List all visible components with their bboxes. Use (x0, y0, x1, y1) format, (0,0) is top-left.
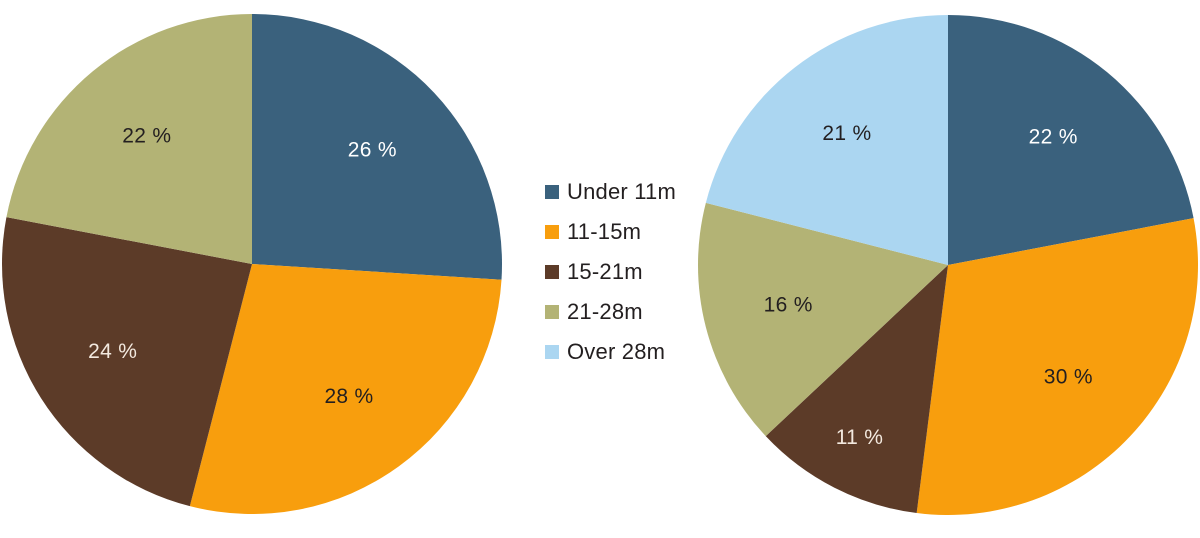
pie-slice-15-21m (765, 265, 948, 514)
legend-item-21-28m: 21-28m (545, 292, 676, 332)
pie-slice-11-15m (189, 264, 502, 515)
pie-slice-label-under-11m: 22 % (1029, 125, 1078, 148)
chart-legend: Under 11m 11-15m 15-21m 21-28m Over 28m (545, 172, 676, 372)
legend-item-label: 15-21m (567, 259, 643, 284)
pie-slice-21-28m (697, 202, 948, 437)
legend-swatch-21-28m (545, 305, 559, 319)
pie-slice-label-21-28m: 22 % (122, 124, 171, 147)
pie-slice-15-21m (2, 217, 252, 507)
pie-slice-under-11m (252, 14, 503, 280)
legend-item-15-21m: 15-21m (545, 252, 676, 292)
pie-slice-label-under-11m: 26 % (348, 139, 397, 162)
pie-slice-label-15-21m: 11 % (836, 426, 884, 449)
legend-item-label: Over 28m (567, 339, 666, 364)
legend-item-11-15m: 11-15m (545, 212, 676, 252)
legend-item-over-28m: Over 28m (545, 332, 676, 372)
pie-slice-label-over-28m: 21 % (822, 122, 871, 145)
legend-swatch-under-11m (545, 185, 559, 199)
legend-swatch-over-28m (545, 345, 559, 359)
legend-swatch-15-21m (545, 265, 559, 279)
legend-item-label: 11-15m (567, 219, 642, 244)
legend-item-label: 21-28m (567, 299, 643, 324)
pie-slice-over-28m (705, 14, 948, 266)
pie-slice-11-15m (916, 218, 1198, 516)
legend-item-label: Under 11m (567, 179, 676, 204)
pie-slice-label-15-21m: 24 % (88, 340, 137, 363)
legend-item-under-11m: Under 11m (545, 172, 676, 212)
pie-slice-label-11-15m: 30 % (1044, 366, 1093, 389)
legend-swatch-11-15m (545, 225, 559, 239)
pie-slice-21-28m (6, 14, 253, 264)
pie-slice-label-11-15m: 28 % (324, 385, 373, 408)
pie-slice-label-21-28m: 16 % (764, 294, 813, 317)
pie-slice-under-11m (948, 15, 1194, 265)
left-pie-chart: 26 % 28 % 24 % 22 % (2, 14, 503, 515)
right-pie-chart: 22 % 30 % 11 % 16 % 21 % (697, 14, 1198, 516)
